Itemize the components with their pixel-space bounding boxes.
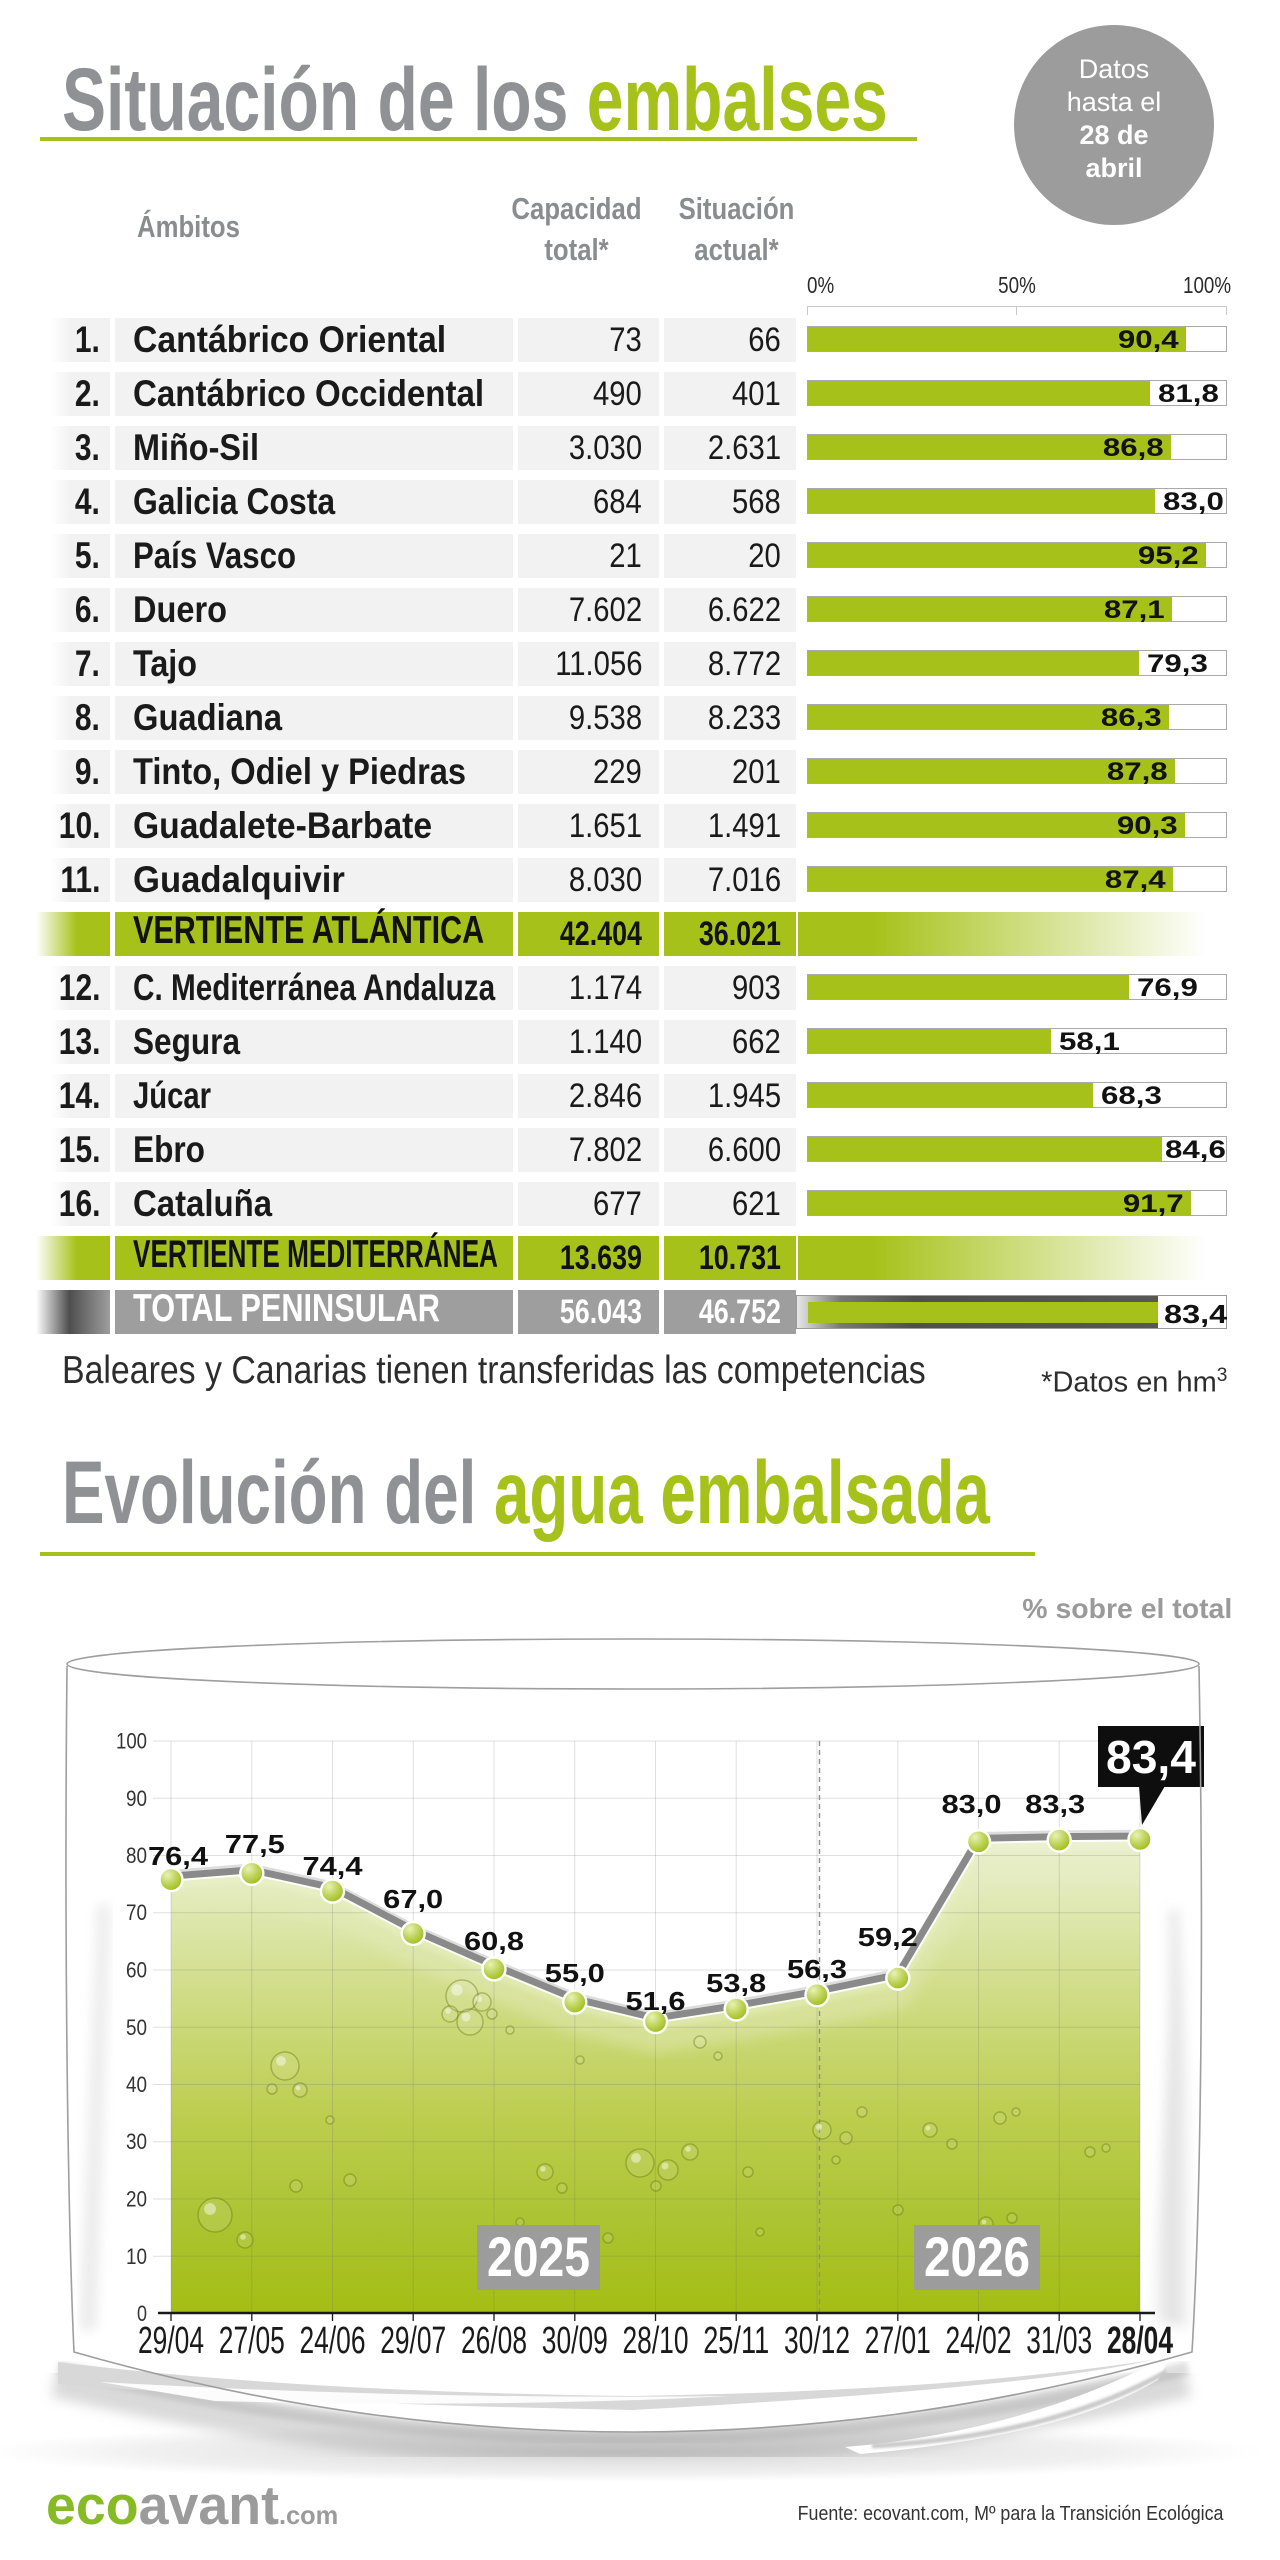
svg-text:56,3: 56,3 — [787, 1954, 847, 1984]
svg-text:70: 70 — [126, 1900, 147, 1925]
svg-text:67,0: 67,0 — [383, 1884, 443, 1914]
svg-text:60: 60 — [126, 1958, 147, 1983]
svg-text:83,4: 83,4 — [1106, 1731, 1196, 1783]
svg-text:55,0: 55,0 — [545, 1958, 605, 1988]
svg-text:30: 30 — [126, 2129, 147, 2154]
svg-text:60,8: 60,8 — [464, 1926, 524, 1956]
svg-text:83,3: 83,3 — [1025, 1789, 1085, 1819]
svg-text:74,4: 74,4 — [303, 1851, 364, 1881]
svg-text:29/04: 29/04 — [138, 2320, 204, 2362]
svg-text:2025: 2025 — [487, 2225, 590, 2288]
svg-text:25/11: 25/11 — [703, 2320, 769, 2362]
svg-text:27/05: 27/05 — [219, 2320, 285, 2362]
svg-text:0: 0 — [137, 2301, 147, 2326]
svg-text:50: 50 — [126, 2015, 147, 2040]
svg-text:100: 100 — [116, 1729, 147, 1754]
svg-text:40: 40 — [126, 2072, 147, 2097]
svg-text:24/06: 24/06 — [300, 2320, 366, 2362]
svg-text:30/12: 30/12 — [784, 2320, 850, 2362]
svg-text:26/08: 26/08 — [461, 2320, 527, 2362]
svg-text:28/10: 28/10 — [623, 2320, 689, 2362]
svg-text:28/04: 28/04 — [1107, 2320, 1173, 2362]
svg-text:77,5: 77,5 — [225, 1829, 285, 1859]
svg-text:20: 20 — [126, 2187, 147, 2212]
svg-text:30/09: 30/09 — [542, 2320, 608, 2362]
svg-text:76,4: 76,4 — [148, 1841, 209, 1871]
svg-text:10: 10 — [126, 2244, 147, 2269]
svg-text:59,2: 59,2 — [858, 1922, 918, 1952]
svg-text:31/03: 31/03 — [1026, 2320, 1092, 2362]
svg-text:29/07: 29/07 — [380, 2320, 446, 2362]
svg-text:24/02: 24/02 — [946, 2320, 1012, 2362]
svg-text:53,8: 53,8 — [706, 1968, 766, 1998]
svg-text:83,0: 83,0 — [942, 1789, 1002, 1819]
svg-text:2026: 2026 — [924, 2225, 1030, 2288]
svg-text:90: 90 — [126, 1786, 147, 1811]
svg-text:80: 80 — [126, 1843, 147, 1868]
svg-text:51,6: 51,6 — [626, 1986, 686, 2016]
svg-text:27/01: 27/01 — [865, 2320, 931, 2362]
